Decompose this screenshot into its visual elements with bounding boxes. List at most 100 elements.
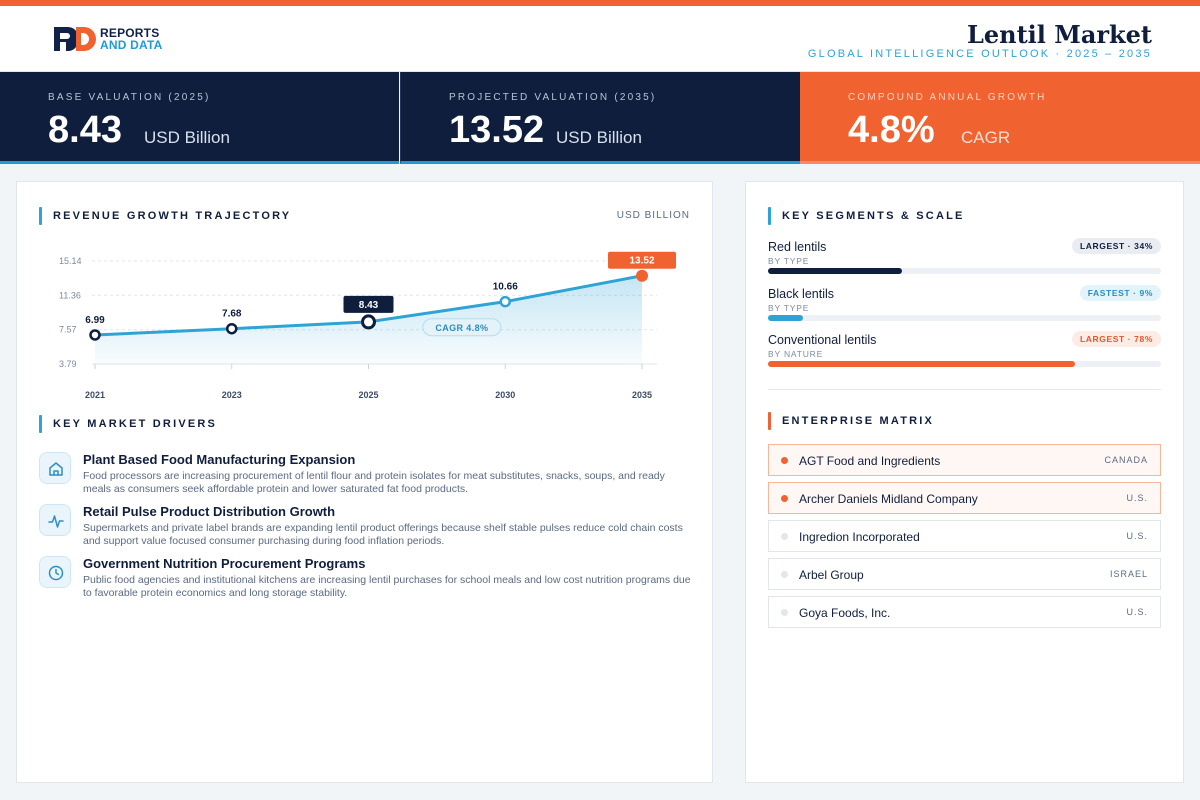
kpi-projected-valuation: PROJECTED VALUATION (2035) 13.52 USD Bil… xyxy=(400,72,800,164)
enterprise-heading: ENTERPRISE MATRIX xyxy=(768,412,934,430)
enterprise-name: Arbel Group xyxy=(799,568,864,582)
segment-badge: LARGEST · 78% xyxy=(1072,331,1161,347)
y-tick-label: 3.79 xyxy=(59,359,77,369)
driver-description: Food processors are increasing procureme… xyxy=(83,470,665,495)
clock-icon xyxy=(39,556,71,588)
kpi-strip: BASE VALUATION (2025) 8.43 USD Billion P… xyxy=(0,72,1200,164)
chart-x-ticks: 2021 2023 2025 2030 2035 xyxy=(85,364,652,400)
enterprise-name: Goya Foods, Inc. xyxy=(799,606,891,620)
chart-point[interactable] xyxy=(361,314,376,330)
logo-mark-icon xyxy=(54,27,98,51)
status-dot-icon xyxy=(781,495,788,502)
kpi-label: COMPOUND ANNUAL GROWTH xyxy=(848,92,1047,103)
segment-item: Conventional lentils BY NATURE LARGEST ·… xyxy=(768,331,1161,373)
status-dot-icon xyxy=(781,533,788,540)
kpi-unit: USD Billion xyxy=(556,128,642,147)
enterprise-country: U.S. xyxy=(1126,493,1148,503)
enterprise-name: Ingredion Incorporated xyxy=(799,530,920,544)
status-dot-icon xyxy=(781,457,788,464)
x-tick-label: 2025 xyxy=(358,390,378,400)
chart-y-ticks: 15.14 11.36 7.57 3.79 xyxy=(59,256,82,369)
drivers-heading: KEY MARKET DRIVERS xyxy=(39,415,217,433)
kpi-label: BASE VALUATION (2025) xyxy=(48,92,211,103)
chart-point[interactable] xyxy=(89,329,101,341)
segments-heading: KEY SEGMENTS & SCALE xyxy=(768,207,965,225)
driver-item: Plant Based Food Manufacturing Expansion… xyxy=(39,452,689,502)
kpi-value: 8.43 xyxy=(48,109,122,151)
x-tick-label: 2023 xyxy=(222,390,242,400)
segment-type: BY TYPE xyxy=(768,256,810,266)
enterprise-row[interactable]: AGT Food and Ingredients CANADA xyxy=(768,444,1161,476)
kpi-label: PROJECTED VALUATION (2035) xyxy=(449,92,657,103)
enterprise-row[interactable]: Arbel Group ISRAEL xyxy=(768,558,1161,590)
unit-tag: USD BILLION xyxy=(616,210,690,221)
pulse-icon xyxy=(39,504,71,536)
driver-title: Government Nutrition Procurement Program… xyxy=(83,556,366,571)
enterprise-name: Archer Daniels Midland Company xyxy=(799,492,978,506)
x-tick-label: 2021 xyxy=(85,390,105,400)
segment-track xyxy=(768,361,1161,367)
page-title: Lentil Market xyxy=(966,20,1152,49)
segment-type: BY NATURE xyxy=(768,349,824,359)
driver-item: Retail Pulse Product Distribution Growth… xyxy=(39,504,689,554)
cagr-pill: CAGR 4.8% xyxy=(422,318,502,337)
kpi-value: 4.8% xyxy=(848,109,935,151)
value-label: 8.43 xyxy=(359,300,379,311)
enterprise-row[interactable]: Goya Foods, Inc. U.S. xyxy=(768,596,1161,628)
chart-point[interactable] xyxy=(636,269,648,282)
driver-description: Public food agencies and institutional k… xyxy=(83,574,691,599)
segment-fill xyxy=(768,315,804,321)
segment-fill xyxy=(768,268,902,274)
value-label: 10.66 xyxy=(493,282,518,293)
logo-text: REPORTS AND DATA xyxy=(100,27,162,51)
enterprise-country: U.S. xyxy=(1126,531,1148,541)
driver-title: Plant Based Food Manufacturing Expansion xyxy=(83,452,356,467)
enterprise-country: U.S. xyxy=(1126,607,1148,617)
driver-title: Retail Pulse Product Distribution Growth xyxy=(83,504,336,519)
kpi-base-valuation: BASE VALUATION (2025) 8.43 USD Billion xyxy=(0,72,399,164)
enterprise-name: AGT Food and Ingredients xyxy=(799,454,941,468)
cagr-pill-label: CAGR 4.8% xyxy=(435,323,488,333)
kpi-cagr: COMPOUND ANNUAL GROWTH 4.8% CAGR xyxy=(800,72,1200,164)
value-label: 6.99 xyxy=(85,315,105,326)
chart-points xyxy=(89,269,648,341)
value-label-badge xyxy=(343,295,394,313)
revenue-heading: REVENUE GROWTH TRAJECTORY xyxy=(39,207,291,225)
enterprise-country: ISRAEL xyxy=(1109,569,1148,579)
right-panel: KEY SEGMENTS & SCALE Red lentils BY TYPE… xyxy=(745,181,1184,783)
value-label: 13.52 xyxy=(629,256,654,267)
chart-value-labels: 6.99 7.68 8.43 10.66 13.52 xyxy=(85,251,676,326)
kpi-value: 13.52 xyxy=(449,109,545,151)
logo-line-2: AND DATA xyxy=(100,38,163,52)
driver-description: Supermarkets and private label brands ar… xyxy=(83,522,683,547)
status-dot-icon xyxy=(781,571,788,578)
segment-track xyxy=(768,268,1161,274)
segment-item: Red lentils BY TYPE LARGEST · 34% xyxy=(768,238,1161,280)
segment-name: Black lentils xyxy=(768,287,834,301)
x-tick-label: 2035 xyxy=(632,390,652,400)
x-tick-label: 2030 xyxy=(495,390,515,400)
home-icon xyxy=(39,452,71,484)
segment-item: Black lentils BY TYPE FASTEST · 9% xyxy=(768,285,1161,327)
top-accent-bar xyxy=(0,0,1200,6)
segment-type: BY TYPE xyxy=(768,303,810,313)
page-header: REPORTS AND DATA Lentil Market GLOBAL IN… xyxy=(0,6,1200,72)
logo-line-1: REPORTS xyxy=(100,26,160,40)
page-subtitle: GLOBAL INTELLIGENCE OUTLOOK · 2025 – 203… xyxy=(807,48,1152,60)
y-tick-label: 11.36 xyxy=(59,290,81,300)
chart-point[interactable] xyxy=(226,322,238,335)
segment-name: Red lentils xyxy=(768,240,827,254)
value-label: 7.68 xyxy=(222,309,242,320)
enterprise-row[interactable]: Ingredion Incorporated U.S. xyxy=(768,520,1161,552)
brand-logo[interactable]: REPORTS AND DATA xyxy=(54,26,162,52)
y-tick-label: 7.57 xyxy=(59,325,77,335)
chart-point[interactable] xyxy=(499,295,511,308)
enterprise-country: CANADA xyxy=(1104,455,1148,465)
section-divider xyxy=(768,389,1161,390)
chart-area xyxy=(95,275,642,364)
status-dot-icon xyxy=(781,609,788,616)
segment-track xyxy=(768,315,1161,321)
enterprise-row[interactable]: Archer Daniels Midland Company U.S. xyxy=(768,482,1161,514)
kpi-unit: USD Billion xyxy=(144,128,230,147)
